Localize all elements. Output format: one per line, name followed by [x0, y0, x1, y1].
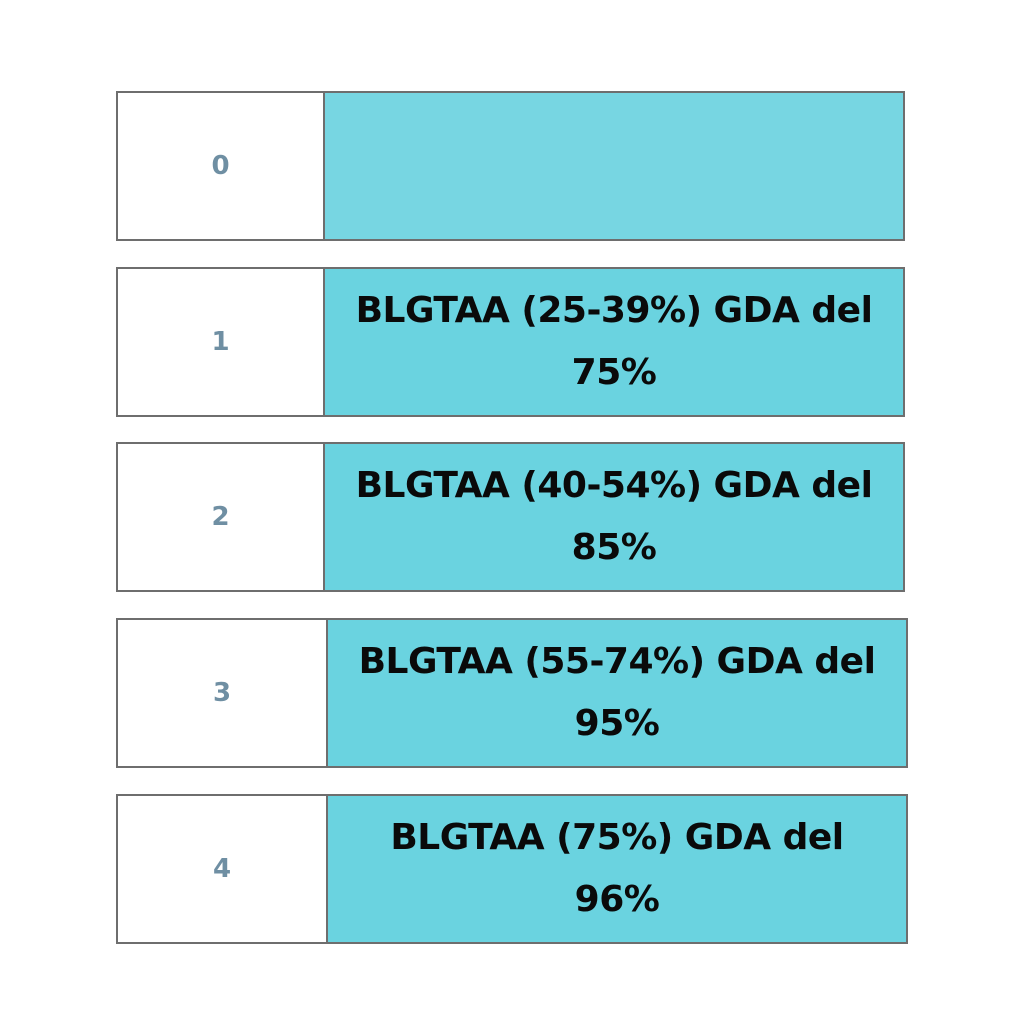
level-description: BLGTAA (55-74%) GDA del 95% [358, 641, 876, 744]
level-description-cell: BLGTAA (40-54%) GDA del 85% [325, 444, 903, 590]
table-row: 1 BLGTAA (25-39%) GDA del 75% [116, 267, 905, 417]
level-description-cell: BLGTAA (75%) GDA del 96% [328, 796, 906, 942]
level-description-cell: BLGTAA (25-39%) GDA del 75% [325, 269, 903, 415]
level-number-cell: 4 [118, 796, 328, 942]
table-row: 0 [116, 91, 905, 241]
level-description: BLGTAA (25-39%) GDA del 75% [355, 290, 873, 393]
level-number-cell: 0 [118, 93, 325, 239]
level-number: 2 [211, 502, 230, 532]
level-number-cell: 2 [118, 444, 325, 590]
level-number-cell: 3 [118, 620, 328, 766]
level-number-cell: 1 [118, 269, 325, 415]
level-description-cell: BLGTAA (55-74%) GDA del 95% [328, 620, 906, 766]
table-row: 2 BLGTAA (40-54%) GDA del 85% [116, 442, 905, 592]
level-number: 0 [211, 151, 230, 181]
table-row: 3 BLGTAA (55-74%) GDA del 95% [116, 618, 908, 768]
level-number: 3 [212, 678, 232, 708]
table-row: 4 BLGTAA (75%) GDA del 96% [116, 794, 908, 944]
level-number: 4 [212, 854, 232, 884]
level-description-cell [325, 93, 903, 239]
level-description: BLGTAA (75%) GDA del 96% [390, 817, 844, 920]
level-number: 1 [211, 327, 230, 357]
level-description: BLGTAA (40-54%) GDA del 85% [355, 465, 873, 568]
